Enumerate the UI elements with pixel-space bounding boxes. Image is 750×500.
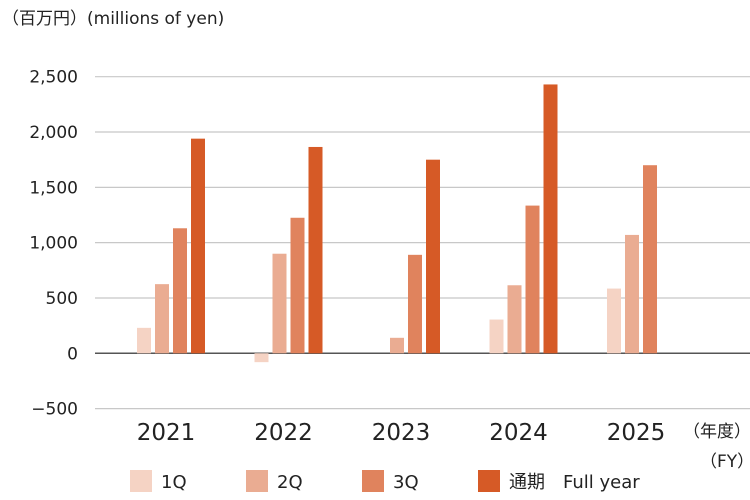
bar-2021-2q bbox=[155, 284, 169, 354]
legend-swatch bbox=[478, 470, 500, 492]
y-tick-label: 0 bbox=[67, 344, 78, 364]
bar-2024--full-year bbox=[543, 84, 558, 354]
x-unit-label-en: （FY） bbox=[700, 452, 750, 472]
bar-2023-3q bbox=[408, 254, 422, 354]
y-unit-label: （百万円）(millions of yen) bbox=[2, 9, 224, 29]
y-tick-label: 2,500 bbox=[29, 68, 78, 88]
x-tick-label: 2022 bbox=[254, 420, 313, 446]
legend-swatch bbox=[246, 470, 268, 492]
bar-2022-1q bbox=[254, 353, 269, 363]
bar-2025-2q bbox=[625, 234, 639, 354]
y-tick-label: 1,500 bbox=[29, 178, 78, 198]
bar-2022-2q bbox=[272, 253, 287, 354]
legend-label: 通期 Full year bbox=[509, 472, 640, 493]
x-tick-label: 2023 bbox=[372, 420, 431, 446]
bar-2024-2q bbox=[507, 285, 522, 354]
legend-label: 3Q bbox=[393, 472, 419, 493]
bar-2025-1q bbox=[607, 288, 621, 354]
y-tick-label: 500 bbox=[46, 289, 78, 309]
bar-2025-3q bbox=[643, 165, 657, 354]
bar-2024-3q bbox=[525, 205, 540, 354]
y-tick-label: 2,000 bbox=[29, 123, 78, 143]
legend-swatch bbox=[362, 470, 384, 492]
legend-swatch bbox=[130, 470, 152, 492]
legend-label: 2Q bbox=[277, 472, 303, 493]
x-tick-label: 2021 bbox=[137, 420, 196, 446]
y-tick-label: 1,000 bbox=[29, 234, 78, 254]
bar-2021--full-year bbox=[191, 138, 205, 354]
x-tick-label: 2025 bbox=[607, 420, 666, 446]
bar-2021-3q bbox=[173, 228, 187, 354]
legend-label: 1Q bbox=[161, 472, 187, 493]
bar-2023-2q bbox=[390, 337, 404, 354]
bar-2023--full-year bbox=[426, 159, 440, 354]
bar-2021-1q bbox=[137, 327, 151, 354]
bar-2024-1q bbox=[489, 319, 504, 354]
y-tick-label: −500 bbox=[31, 400, 78, 420]
bar-2022--full-year bbox=[308, 146, 323, 354]
x-unit-label-jp: （年度） bbox=[683, 422, 750, 442]
x-tick-label: 2024 bbox=[489, 420, 548, 446]
bar-2022-3q bbox=[290, 217, 305, 354]
